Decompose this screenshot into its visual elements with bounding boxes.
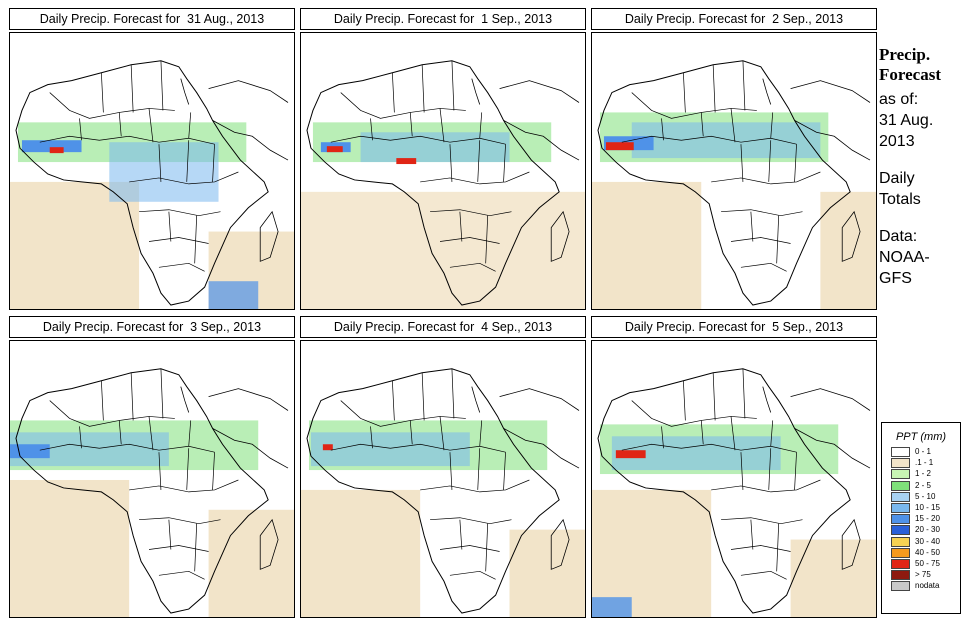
legend-swatch — [891, 447, 910, 457]
legend-label: 30 - 40 — [915, 536, 940, 546]
legend-swatch — [891, 581, 910, 592]
sidebar-totals-line1: Daily — [879, 170, 915, 187]
legend-item: 20 - 30 — [882, 525, 960, 536]
legend-swatch — [891, 502, 910, 513]
legend-swatch — [891, 469, 910, 480]
legend-item: 40 - 50 — [882, 547, 960, 559]
legend-label: 15 - 20 — [915, 514, 940, 524]
panel-title: Daily Precip. Forecast for 1 Sep., 2013 — [300, 8, 586, 30]
panel-title: Daily Precip. Forecast for 5 Sep., 2013 — [591, 316, 877, 338]
legend-item: .1 - 1 — [882, 458, 960, 469]
sidebar-title-line1: Precip. — [879, 45, 931, 64]
sidebar-date-line2: 2013 — [879, 133, 915, 150]
panel-title: Daily Precip. Forecast for 4 Sep., 2013 — [300, 316, 586, 338]
sidebar-date-line1: 31 Aug. — [879, 112, 934, 129]
legend-label: 2 - 5 — [915, 480, 932, 490]
legend-item: 0 - 1 — [882, 447, 960, 458]
sidebar-data-line2: NOAA- — [879, 249, 930, 266]
legend-item: 5 - 10 — [882, 491, 960, 503]
legend-label: 1 - 2 — [915, 469, 932, 479]
legend-swatch — [891, 491, 910, 502]
legend-item: 1 - 2 — [882, 469, 960, 480]
legend-swatch — [891, 480, 910, 491]
forecast-panel-1: Daily Precip. Forecast for 1 Sep., 2013 — [300, 8, 586, 310]
legend-label: > 75 — [915, 570, 931, 580]
forecast-panel-3: Daily Precip. Forecast for 3 Sep., 2013 — [9, 316, 295, 618]
legend-label: 0 - 1 — [915, 447, 932, 456]
precip-map — [300, 340, 586, 618]
sidebar-asof: as of: — [879, 91, 919, 108]
forecast-panel-5: Daily Precip. Forecast for 5 Sep., 2013 — [591, 316, 877, 618]
legend-label: .1 - 1 — [915, 458, 934, 468]
forecast-info: Precip. Forecast as of: 31 Aug. 2013 Dai… — [879, 45, 963, 289]
panel-title: Daily Precip. Forecast for 2 Sep., 2013 — [591, 8, 877, 30]
precip-map — [300, 32, 586, 310]
legend-swatch — [891, 558, 910, 569]
sidebar-totals-line2: Totals — [879, 191, 921, 208]
panel-title: Daily Precip. Forecast for 3 Sep., 2013 — [9, 316, 295, 338]
sidebar-title-line2: Forecast — [879, 65, 941, 84]
legend-item: 2 - 5 — [882, 480, 960, 492]
forecast-panel-4: Daily Precip. Forecast for 4 Sep., 2013 — [300, 316, 586, 618]
precip-map — [9, 32, 295, 310]
legend-label: 10 - 15 — [915, 502, 940, 512]
precip-map — [591, 340, 877, 618]
legend-label: 40 - 50 — [915, 547, 940, 557]
precip-map — [591, 32, 877, 310]
legend-label: 50 - 75 — [915, 558, 940, 568]
legend-label: 20 - 30 — [915, 525, 940, 535]
panel-title: Daily Precip. Forecast for 31 Aug., 2013 — [9, 8, 295, 30]
legend-item: 50 - 75 — [882, 558, 960, 570]
legend-swatch — [891, 547, 910, 558]
legend-label: 5 - 10 — [915, 491, 936, 501]
legend-swatch — [891, 514, 910, 525]
legend-item: > 75 — [882, 570, 960, 581]
legend-label: nodata — [915, 581, 940, 591]
sidebar-data-line1: Data: — [879, 228, 918, 245]
precip-map — [9, 340, 295, 618]
legend-swatch — [891, 525, 910, 536]
legend-swatch — [891, 570, 910, 581]
forecast-panel-0: Daily Precip. Forecast for 31 Aug., 2013 — [9, 8, 295, 310]
legend-swatch — [891, 458, 910, 469]
legend-item: nodata — [882, 581, 960, 592]
legend-item: 30 - 40 — [882, 536, 960, 548]
legend-swatch — [891, 536, 910, 547]
legend-title: PPT (mm) — [895, 431, 947, 443]
legend-item: 15 - 20 — [882, 514, 960, 525]
legend-item: 10 - 15 — [882, 502, 960, 514]
forecast-panel-2: Daily Precip. Forecast for 2 Sep., 2013 — [591, 8, 877, 310]
sidebar-data-line3: GFS — [879, 270, 912, 287]
